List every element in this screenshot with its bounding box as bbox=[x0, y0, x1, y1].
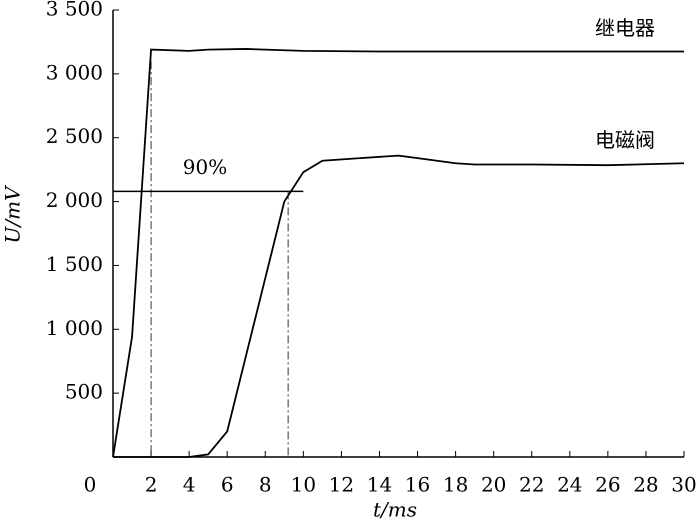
y-tick-label: 2 000 bbox=[46, 188, 103, 212]
series-line bbox=[113, 154, 685, 458]
series-label: 继电器 bbox=[595, 16, 655, 40]
x-tick-label: 30 bbox=[671, 473, 696, 497]
y-tick-label: 500 bbox=[65, 380, 103, 404]
y-tick-label: 3 500 bbox=[46, 0, 103, 21]
x-tick-label: 28 bbox=[633, 473, 658, 497]
x-tick-label: 16 bbox=[405, 473, 430, 497]
y-axis-title: U/mV bbox=[1, 184, 25, 244]
x-tick-label: 10 bbox=[291, 473, 316, 497]
x-tick-label: 8 bbox=[259, 473, 272, 497]
x-tick-label: 18 bbox=[443, 473, 468, 497]
y-tick-label: 3 000 bbox=[46, 60, 103, 84]
series-label: 电磁阀 bbox=[595, 128, 655, 152]
x-axis-title: t/ms bbox=[373, 498, 417, 522]
y-tick-label: 1 000 bbox=[46, 316, 103, 340]
x-tick-label: 12 bbox=[329, 473, 354, 497]
x-tick-label: 26 bbox=[595, 473, 620, 497]
x-tick-label: 4 bbox=[183, 473, 196, 497]
x-tick-label: 24 bbox=[557, 473, 582, 497]
threshold-label: 90% bbox=[183, 155, 227, 179]
x-tick-label: 2 bbox=[145, 473, 158, 497]
x-tick-label: 6 bbox=[221, 473, 234, 497]
y-tick-label: 1 500 bbox=[46, 252, 103, 276]
x-tick-label: 14 bbox=[367, 473, 392, 497]
x-tick-label: 20 bbox=[481, 473, 506, 497]
y-tick-label: 2 500 bbox=[46, 124, 103, 148]
x-tick-label: 0 bbox=[84, 473, 97, 497]
x-tick-label: 22 bbox=[519, 473, 544, 497]
series-line bbox=[112, 48, 684, 458]
